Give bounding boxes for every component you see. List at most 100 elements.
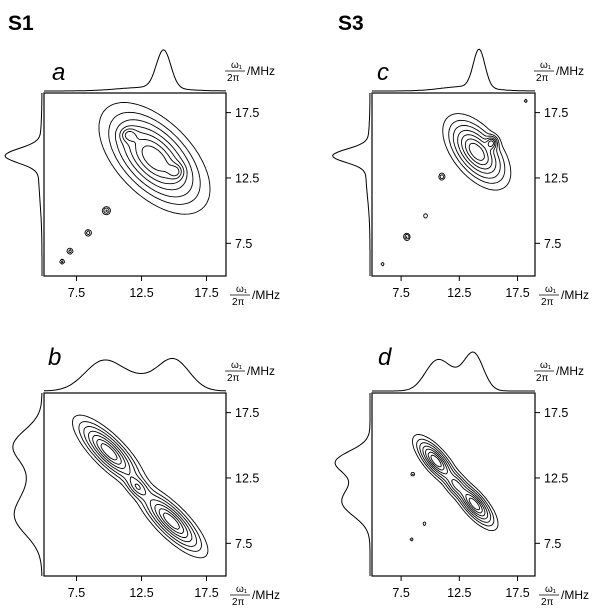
- svg-text:/MHz: /MHz: [556, 64, 584, 78]
- svg-text:2π: 2π: [227, 73, 240, 84]
- y-tick-label: 12.5: [235, 471, 259, 485]
- svg-text:/MHz: /MHz: [561, 288, 589, 302]
- x-tick-label: 12.5: [129, 586, 153, 600]
- x-tick-label: 17.5: [505, 586, 529, 600]
- contour-level-6: [427, 451, 483, 514]
- contour-level-5: [425, 448, 486, 517]
- y-tick-label: 12.5: [544, 171, 568, 185]
- bottom-axis-label: ω₁ 2π/MHz: [539, 584, 589, 608]
- contour-level-1: [380, 98, 528, 267]
- contour-level-3: [405, 125, 501, 239]
- svg-text:ω₁: ω₁: [231, 360, 243, 371]
- panel-letter: b: [48, 344, 61, 371]
- contour-level-1: [59, 102, 211, 265]
- bottom-axis-label: ω₁ 2π/MHz: [230, 584, 280, 608]
- svg-text:ω₁: ω₁: [236, 584, 248, 595]
- panel-letter: c: [377, 59, 389, 86]
- svg-text:2π: 2π: [536, 73, 549, 84]
- x-tick-label: 12.5: [447, 586, 471, 600]
- x-tick-label: 17.5: [505, 286, 529, 300]
- svg-text:/MHz: /MHz: [561, 588, 589, 602]
- top-axis-label: ω₁ 2π/MHz: [225, 360, 275, 384]
- y-tick-label: 17.5: [544, 406, 568, 420]
- svg-text:ω₁: ω₁: [236, 284, 248, 295]
- contour-level-7: [128, 135, 180, 177]
- x-tick-label: 7.5: [392, 586, 409, 600]
- y-tick-label: 12.5: [235, 171, 259, 185]
- top-projection-trace: [44, 357, 227, 392]
- contour-level-2: [404, 100, 527, 240]
- x-tick-label: 7.5: [68, 286, 85, 300]
- y-tick-label: 7.5: [235, 237, 252, 251]
- y-tick-label: 7.5: [544, 537, 561, 551]
- contour-level-1: [72, 414, 209, 559]
- contour-level-4: [457, 129, 497, 174]
- panel-b: b 7.5 12.5 17.5 7.5 12.5 17.5 ω₁ 2π/MHz ω₁ 2π/MHz: [12, 344, 280, 608]
- svg-text:2π: 2π: [536, 373, 549, 384]
- svg-text:/MHz: /MHz: [247, 64, 275, 78]
- contour-level-7: [100, 443, 181, 530]
- top-axis-label: ω₁ 2π/MHz: [534, 360, 584, 384]
- panel-letter: a: [52, 59, 65, 86]
- contour-level-5: [461, 134, 496, 170]
- contour-level-6: [124, 131, 182, 180]
- svg-text:/MHz: /MHz: [247, 364, 275, 378]
- plot-frame: [43, 92, 227, 277]
- svg-text:ω₁: ω₁: [231, 60, 243, 71]
- plot-frame: [43, 392, 227, 577]
- svg-text:ω₁: ω₁: [545, 584, 557, 595]
- bottom-axis-label: ω₁ 2π/MHz: [230, 284, 280, 308]
- contour-level-4: [422, 445, 489, 520]
- contour-level-6: [96, 439, 185, 534]
- left-projection-trace: [334, 393, 371, 576]
- x-tick-label: 7.5: [392, 286, 409, 300]
- y-tick-label: 7.5: [544, 237, 561, 251]
- y-tick-label: 17.5: [235, 406, 259, 420]
- svg-text:2π: 2π: [541, 597, 554, 608]
- svg-text:ω₁: ω₁: [540, 360, 552, 371]
- panel-d: d 7.5 12.5 17.5 7.5 12.5 17.5 ω₁ 2π/MHz ω₁ 2π/MHz: [334, 344, 589, 608]
- contour-level-6: [464, 138, 494, 166]
- contour-level-4: [88, 430, 193, 543]
- contour-level-3: [83, 426, 198, 547]
- top-axis-label: ω₁ 2π/MHz: [225, 60, 275, 84]
- contour-level-4: [119, 125, 188, 191]
- contour-level-2: [78, 421, 202, 552]
- contour-level-7: [468, 142, 485, 161]
- top-axis-label: ω₁ 2π/MHz: [534, 60, 584, 84]
- contour-level-5: [122, 128, 185, 185]
- top-projection-trace: [44, 49, 226, 92]
- plot-frame: [371, 392, 536, 577]
- svg-text:ω₁: ω₁: [540, 60, 552, 71]
- svg-text:2π: 2π: [232, 597, 245, 608]
- left-projection-trace: [332, 92, 371, 276]
- contour-level-5: [92, 434, 189, 538]
- contour-level-3: [105, 119, 194, 212]
- x-tick-label: 12.5: [129, 286, 153, 300]
- svg-text:2π: 2π: [227, 373, 240, 384]
- contour-level-3: [419, 442, 492, 523]
- left-projection-trace: [12, 393, 43, 577]
- svg-text:2π: 2π: [541, 297, 554, 308]
- sample-label-s1: S1: [8, 12, 34, 35]
- contour-level-7: [430, 454, 481, 511]
- y-tick-label: 7.5: [235, 537, 252, 551]
- bottom-axis-label: ω₁ 2π/MHz: [539, 284, 589, 308]
- contour-level-2: [411, 438, 495, 540]
- panel-letter: d: [378, 344, 392, 371]
- svg-text:ω₁: ω₁: [545, 284, 557, 295]
- contour-level-1: [409, 434, 499, 542]
- svg-text:/MHz: /MHz: [556, 364, 584, 378]
- sample-label-s3: S3: [338, 12, 364, 35]
- left-projection-trace: [4, 93, 43, 276]
- y-tick-label: 17.5: [235, 106, 259, 120]
- top-projection-trace: [372, 351, 535, 392]
- y-tick-label: 12.5: [544, 471, 568, 485]
- x-tick-label: 12.5: [447, 286, 471, 300]
- x-tick-label: 7.5: [68, 586, 85, 600]
- x-tick-label: 17.5: [194, 586, 218, 600]
- top-projection-trace: [372, 48, 535, 92]
- x-tick-label: 17.5: [194, 286, 218, 300]
- svg-text:/MHz: /MHz: [252, 588, 280, 602]
